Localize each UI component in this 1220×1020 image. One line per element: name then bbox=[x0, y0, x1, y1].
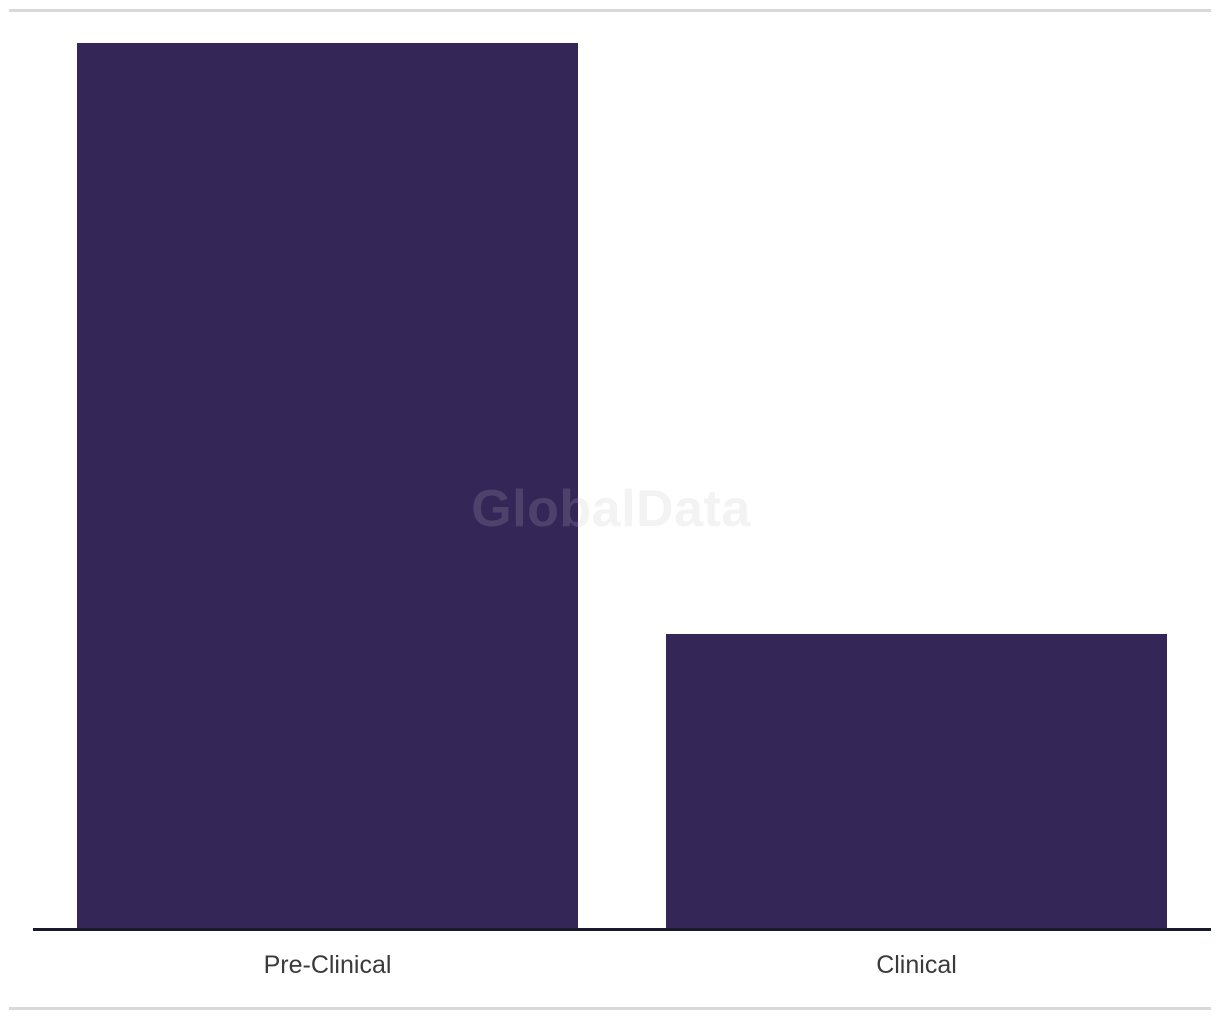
bottom-divider bbox=[9, 1007, 1211, 1010]
bar-clinical[interactable] bbox=[666, 633, 1167, 929]
top-divider bbox=[9, 9, 1211, 12]
x-axis-label-pre-clinical: Pre-Clinical bbox=[263, 951, 392, 979]
bar-pre-clinical[interactable] bbox=[77, 43, 578, 929]
x-axis-labels: Pre-Clinical Clinical bbox=[33, 946, 1211, 984]
x-axis-line bbox=[33, 928, 1211, 931]
x-axis-label-clinical: Clinical bbox=[876, 951, 957, 979]
plot-area bbox=[33, 43, 1211, 929]
